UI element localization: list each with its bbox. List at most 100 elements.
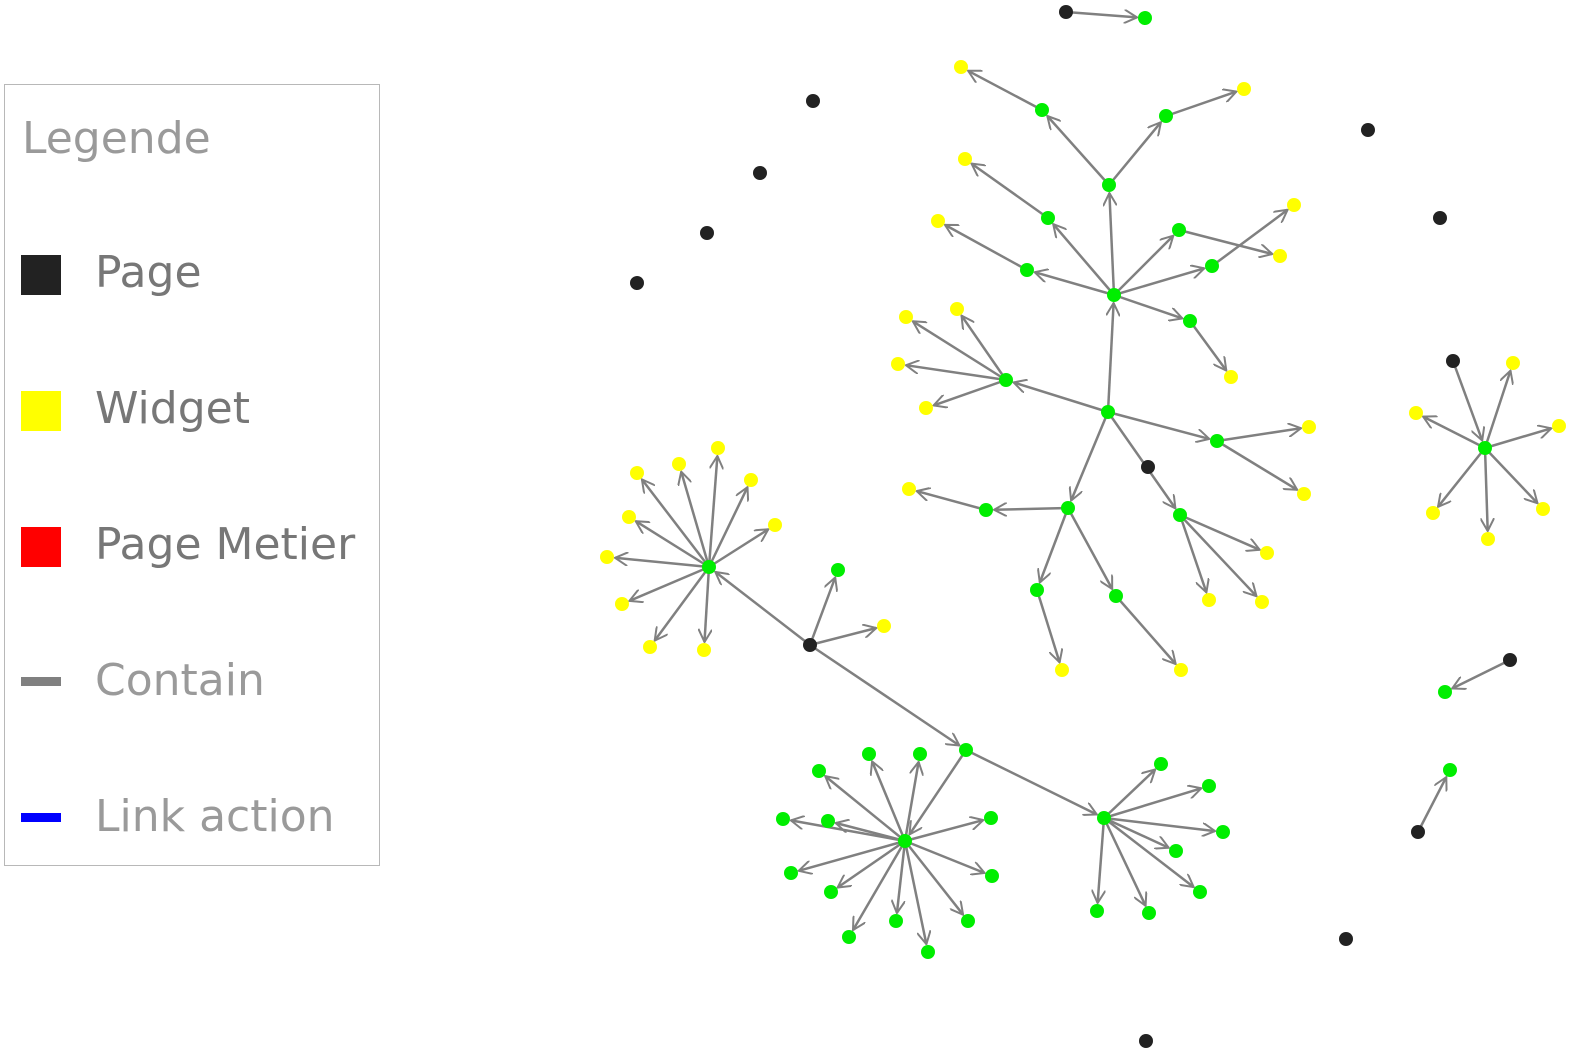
component-node[interactable] [1102,178,1116,192]
component-node[interactable] [985,869,999,883]
component-node[interactable] [1030,583,1044,597]
component-node[interactable] [889,914,903,928]
component-node[interactable] [1443,763,1457,777]
page-node[interactable] [803,638,817,652]
widget-node[interactable] [600,550,614,564]
page-node[interactable] [630,276,644,290]
page-node[interactable] [753,166,767,180]
page-node[interactable] [1139,1034,1153,1048]
widget-node[interactable] [697,643,711,657]
component-node[interactable] [776,812,790,826]
component-node[interactable] [1159,109,1173,123]
widget-node[interactable] [615,597,629,611]
widget-node[interactable] [768,518,782,532]
widget-node[interactable] [919,401,933,415]
component-node[interactable] [898,834,912,848]
component-node[interactable] [1142,906,1156,920]
widget-node[interactable] [1174,663,1188,677]
component-node[interactable] [1107,288,1121,302]
component-node[interactable] [1193,885,1207,899]
component-node[interactable] [961,914,975,928]
component-node[interactable] [812,764,826,778]
widget-node[interactable] [950,302,964,316]
component-node[interactable] [1101,405,1115,419]
legend-item-page: Page [5,245,379,305]
component-node[interactable] [1154,757,1168,771]
component-node[interactable] [1020,263,1034,277]
contain-edge [1423,417,1486,450]
widget-node[interactable] [711,441,725,455]
component-node[interactable] [999,373,1013,387]
page-node[interactable] [1059,5,1073,19]
component-node[interactable] [1041,211,1055,225]
widget-node[interactable] [1055,663,1069,677]
page-node[interactable] [1446,354,1460,368]
widget-node[interactable] [1237,82,1251,96]
widget-node[interactable] [1409,406,1423,420]
page-node[interactable] [1141,460,1155,474]
widget-node[interactable] [1297,487,1311,501]
component-node[interactable] [824,885,838,899]
component-node[interactable] [1478,441,1492,455]
widget-node[interactable] [891,357,905,371]
page-node[interactable] [1433,211,1447,225]
component-node[interactable] [1183,314,1197,328]
component-node[interactable] [1216,825,1230,839]
component-node[interactable] [862,747,876,761]
widget-node[interactable] [958,152,972,166]
component-node[interactable] [1035,103,1049,117]
widget-node[interactable] [744,473,758,487]
component-node[interactable] [821,814,835,828]
widget-node[interactable] [622,510,636,524]
component-node[interactable] [913,747,927,761]
component-node[interactable] [1173,508,1187,522]
component-node[interactable] [959,743,973,757]
widget-node[interactable] [954,60,968,74]
widget-node[interactable] [899,310,913,324]
widget-node[interactable] [1426,506,1440,520]
widget-node[interactable] [931,214,945,228]
component-node[interactable] [1109,589,1123,603]
widget-node[interactable] [1552,419,1566,433]
component-node[interactable] [1202,779,1216,793]
widget-node[interactable] [1255,595,1269,609]
widget-node[interactable] [1506,356,1520,370]
widget-node[interactable] [902,482,916,496]
component-node[interactable] [784,866,798,880]
component-node[interactable] [979,503,993,517]
component-node[interactable] [831,563,845,577]
component-node[interactable] [1169,844,1183,858]
component-node[interactable] [1138,11,1152,25]
page-node[interactable] [806,94,820,108]
page-node[interactable] [700,226,714,240]
widget-node[interactable] [1287,198,1301,212]
widget-node[interactable] [1481,532,1495,546]
widget-node[interactable] [1224,370,1238,384]
page-node[interactable] [1361,123,1375,137]
component-node[interactable] [1090,904,1104,918]
widget-node[interactable] [1202,593,1216,607]
page-node[interactable] [1411,825,1425,839]
component-node[interactable] [921,945,935,959]
widget-node[interactable] [1302,420,1316,434]
widget-node[interactable] [630,466,644,480]
widget-node[interactable] [643,640,657,654]
widget-node[interactable] [1273,249,1287,263]
widget-node[interactable] [877,619,891,633]
component-node[interactable] [702,560,716,574]
component-node[interactable] [1438,685,1452,699]
component-node[interactable] [984,811,998,825]
widget-node[interactable] [1536,502,1550,516]
component-node[interactable] [1061,501,1075,515]
component-node[interactable] [1210,434,1224,448]
component-node[interactable] [1205,259,1219,273]
page-node[interactable] [1339,932,1353,946]
component-node[interactable] [1097,811,1111,825]
contain-edge [1108,303,1114,413]
component-node[interactable] [1172,223,1186,237]
widget-node[interactable] [672,457,686,471]
widget-node[interactable] [1260,546,1274,560]
page-node[interactable] [1503,653,1517,667]
component-node[interactable] [842,930,856,944]
